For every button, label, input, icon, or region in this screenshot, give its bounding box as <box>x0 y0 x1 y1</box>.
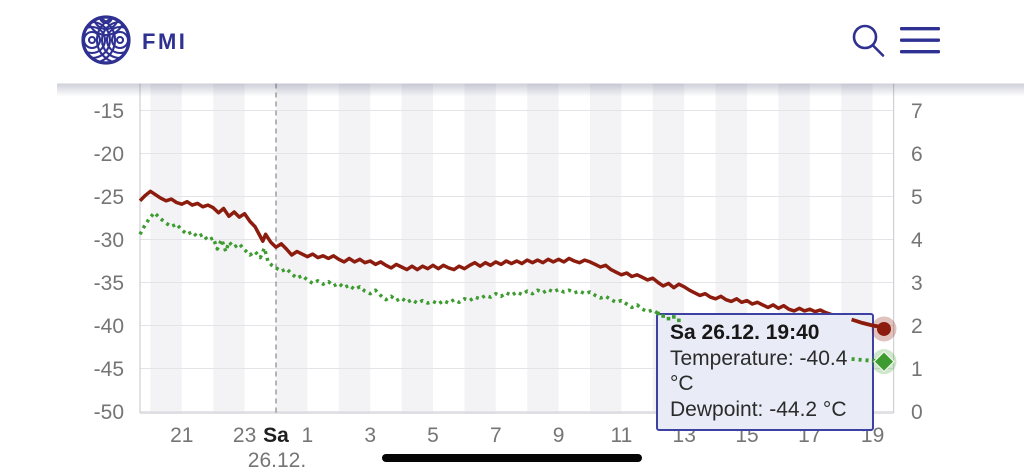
brand-text: FMI <box>142 29 188 54</box>
x-axis-label: 5 <box>427 424 439 447</box>
x-axis-label: 11 <box>610 424 632 447</box>
date-label: 26.12. <box>248 449 306 472</box>
hour-stripe <box>150 83 182 413</box>
hour-stripe <box>464 83 496 413</box>
temperature-line <box>138 189 886 330</box>
left-axis-label: -15 <box>94 100 124 123</box>
hour-stripe <box>590 83 622 413</box>
chart-tooltip: Sa 26.12. 19:40 Temperature: -40.4 °C De… <box>656 313 874 431</box>
fmi-logo-icon[interactable] <box>78 15 134 67</box>
right-axis-label: 0 <box>911 401 923 424</box>
left-axis-label: -35 <box>94 272 124 295</box>
x-axis-label: 9 <box>553 424 565 447</box>
hour-stripe <box>276 83 308 413</box>
right-axis-label: 3 <box>911 272 923 295</box>
hour-stripe <box>338 83 371 413</box>
home-indicator[interactable] <box>382 454 642 462</box>
right-axis-label: 5 <box>911 186 923 209</box>
hour-stripe <box>527 83 559 413</box>
right-axis-label: 7 <box>911 100 923 123</box>
right-axis-label: 4 <box>911 229 923 252</box>
app-header: FMI <box>0 0 1024 83</box>
hamburger-icon <box>900 27 940 54</box>
x-axis-label: 1 <box>302 424 314 447</box>
x-axis-label: 3 <box>364 424 376 447</box>
right-axis-label: 2 <box>911 315 923 338</box>
left-axis-label: -50 <box>94 401 124 424</box>
left-axis-label: -20 <box>94 143 124 166</box>
search-icon <box>852 24 885 57</box>
hour-stripe <box>401 83 433 413</box>
tooltip-dewpoint: Dewpoint: -44.2 °C <box>670 397 847 421</box>
x-axis-label: 23 <box>233 424 256 447</box>
dewpoint-line <box>138 211 885 364</box>
x-axis-label: 7 <box>490 424 502 447</box>
menu-button[interactable] <box>898 24 942 60</box>
tooltip-time: Sa 26.12. 19:40 <box>670 321 820 344</box>
left-axis-label: -30 <box>94 229 124 252</box>
x-axis-label: Sa <box>263 424 289 447</box>
left-axis-label: -45 <box>94 358 124 381</box>
x-axis-label: 21 <box>170 424 193 447</box>
right-axis-label: 1 <box>911 358 923 381</box>
tooltip-temperature: Temperature: -40.4 °C <box>670 346 848 396</box>
header-shadow <box>57 83 1024 97</box>
left-axis-label: -40 <box>94 315 124 338</box>
search-button[interactable] <box>846 20 890 64</box>
right-axis-label: 6 <box>911 143 923 166</box>
left-axis-label: -25 <box>94 186 124 209</box>
